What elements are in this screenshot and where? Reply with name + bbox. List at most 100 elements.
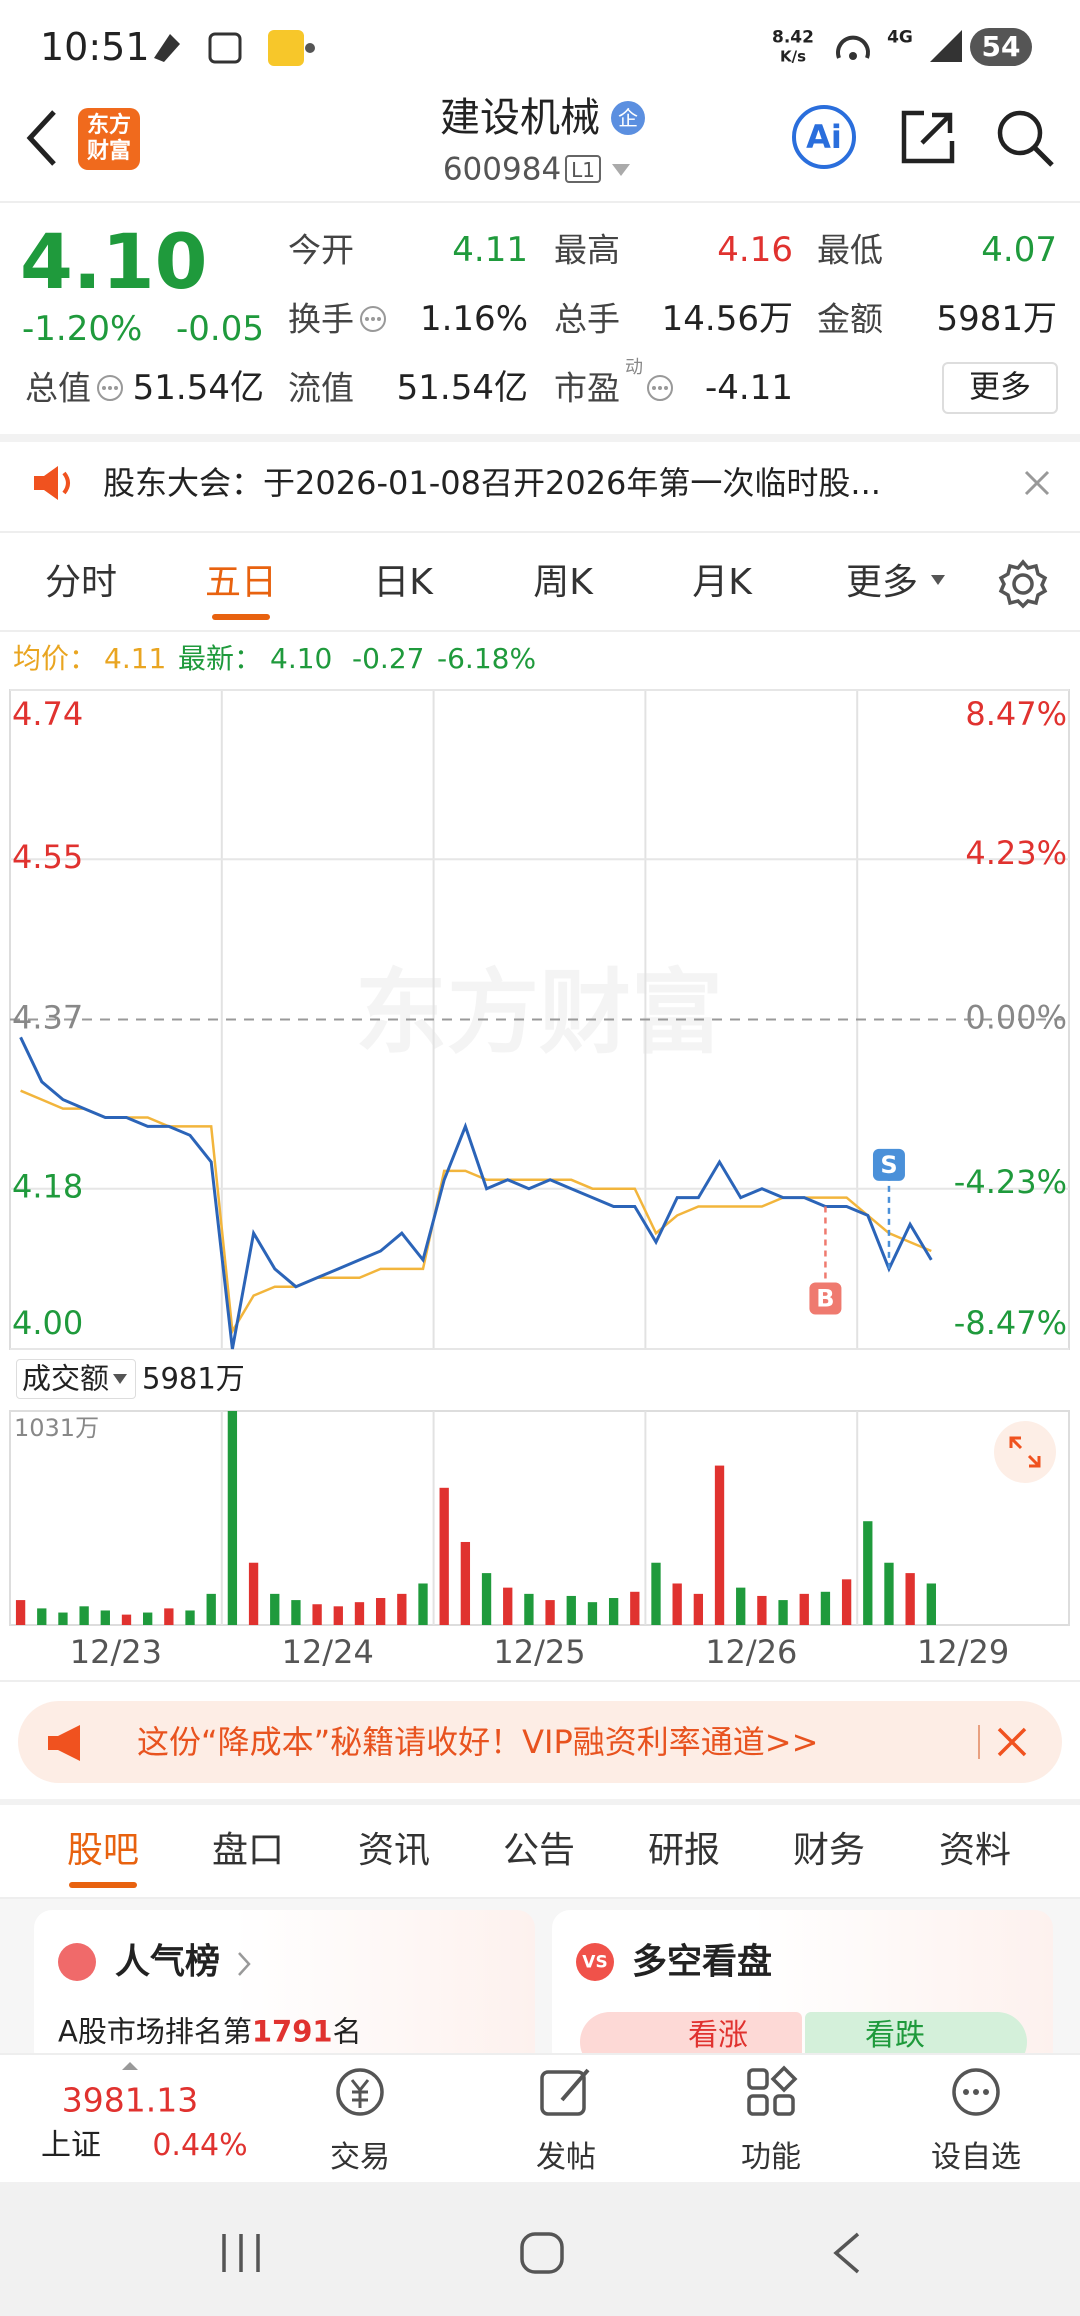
info-icon[interactable]	[95, 373, 125, 403]
more-label: 更多	[969, 369, 1031, 406]
volume-bar	[481, 1573, 492, 1625]
stat-label: 市盈	[554, 368, 620, 408]
dropdown-icon	[931, 575, 945, 585]
latest-change: -0.27	[352, 642, 425, 675]
ad-text[interactable]: 这份“降成本”秘籍请收好！VIP融资利率通道>>	[137, 1723, 819, 1761]
search-button[interactable]	[994, 107, 1056, 169]
tab-underline	[69, 1882, 137, 1888]
nav-label[interactable]: 功能	[741, 2140, 801, 2175]
share-button[interactable]	[898, 107, 958, 167]
chart-tab[interactable]: 分时	[44, 562, 118, 603]
volume-bar	[566, 1595, 576, 1625]
tab[interactable]: 资料	[938, 1830, 1012, 1871]
function-icon[interactable]	[741, 2064, 801, 2120]
ad-close[interactable]	[996, 1726, 1028, 1758]
trade-icon[interactable]	[330, 2064, 390, 2120]
volume-bar	[778, 1600, 788, 1625]
tab[interactable]: 研报	[647, 1830, 721, 1871]
back-button[interactable]	[22, 108, 62, 168]
home-button[interactable]	[518, 2230, 566, 2276]
x-tick-label: 12/25	[493, 1633, 585, 1671]
y2-tick-label: 4.23%	[965, 834, 1067, 872]
chart-tab[interactable]: 日K	[373, 562, 433, 603]
volume-bar	[820, 1591, 831, 1625]
ad-banner[interactable]	[18, 1701, 1062, 1783]
dropdown-icon	[113, 1374, 127, 1384]
index-value[interactable]: 3981.13	[61, 2080, 199, 2120]
bottom-nav	[0, 2053, 1080, 2182]
post-icon[interactable]	[536, 2064, 596, 2120]
nav-label[interactable]: 设自选	[931, 2140, 1021, 2175]
more-button[interactable]	[942, 362, 1058, 414]
stat-value: 1.16%	[419, 299, 528, 339]
nav-label[interactable]: 发帖	[536, 2140, 596, 2175]
volume-bar	[312, 1604, 322, 1625]
tab[interactable]: 资讯	[357, 1830, 431, 1871]
nav-label[interactable]: 交易	[330, 2140, 390, 2175]
volume-bar	[397, 1593, 407, 1625]
volume-bar	[439, 1487, 449, 1625]
volume-bar	[651, 1562, 661, 1625]
stat-value: 4.11	[452, 230, 528, 270]
settings-button[interactable]	[998, 559, 1048, 609]
chart-tab[interactable]: 周K	[533, 562, 593, 603]
stat-label: 总值	[25, 368, 91, 408]
expand-button[interactable]	[994, 1421, 1056, 1483]
tab[interactable]: 公告	[502, 1830, 576, 1871]
tab[interactable]: 财务	[792, 1830, 866, 1871]
latest-change-pct: -6.18%	[437, 642, 537, 675]
stat-value: 4.07	[981, 230, 1057, 270]
info-icon[interactable]	[358, 304, 388, 334]
notice[interactable]: 股东大会：于2026-01-08召开2026年第一次临时股...	[103, 464, 881, 502]
logo[interactable]	[78, 108, 140, 170]
info-icon[interactable]	[645, 373, 675, 403]
volume-bar	[693, 1593, 704, 1625]
chart-tab[interactable]: 月K	[692, 562, 752, 603]
bear-label: 看跌	[865, 2018, 925, 2053]
latest-label: 最新：	[178, 642, 263, 675]
divider	[0, 1680, 1080, 1682]
dropdown-icon[interactable]	[610, 162, 632, 178]
stat-sup: 动	[625, 357, 643, 378]
change-pct: -1.20%	[22, 309, 143, 349]
popularity-card[interactable]	[34, 1910, 535, 2070]
tab[interactable]: 股吧	[66, 1830, 140, 1871]
volume-bar	[672, 1583, 682, 1625]
x-tick-label: 12/24	[282, 1633, 374, 1671]
sentiment-icon-text: VS	[582, 1952, 608, 1973]
ai-label: Ai	[806, 118, 842, 156]
tab-underline	[212, 614, 270, 620]
y2-tick-label: -4.23%	[954, 1163, 1067, 1201]
chart-tab[interactable]: 五日	[204, 562, 278, 603]
volume-bar	[164, 1608, 174, 1625]
volume-bar	[926, 1583, 936, 1625]
divider	[0, 1897, 1080, 1899]
close-notice[interactable]	[1023, 469, 1051, 497]
chart-tab[interactable]: 更多	[845, 562, 919, 603]
volume-bar	[545, 1600, 555, 1625]
net-speed-unit: K/s	[779, 47, 807, 66]
divider	[0, 201, 1080, 203]
ai-button[interactable]	[792, 105, 856, 169]
trade-mark-box	[809, 1282, 842, 1315]
recent-apps[interactable]	[216, 2232, 266, 2274]
volume-selector[interactable]	[16, 1359, 136, 1399]
speaker-icon	[34, 466, 70, 500]
bull-label: 看涨	[688, 2018, 748, 2053]
price-line	[19, 1036, 933, 1350]
index-change: 0.44%	[152, 2128, 248, 2163]
watchlist-icon[interactable]	[946, 2064, 1006, 2120]
volume-bar	[185, 1610, 195, 1625]
stat-value: 5981万	[936, 299, 1057, 339]
stock-code: 600984	[442, 151, 562, 188]
tab[interactable]: 盘口	[211, 1830, 285, 1871]
logo-text: 东方	[86, 113, 132, 138]
battery	[970, 28, 1032, 66]
y-tick-label: 4.55	[12, 838, 83, 876]
volume-bar	[757, 1595, 767, 1625]
stat-value: 51.54亿	[132, 368, 264, 408]
back-nav[interactable]	[828, 2230, 864, 2276]
trade-mark-box	[872, 1148, 905, 1181]
volume-bar	[375, 1598, 386, 1625]
volume-bar	[79, 1606, 89, 1625]
